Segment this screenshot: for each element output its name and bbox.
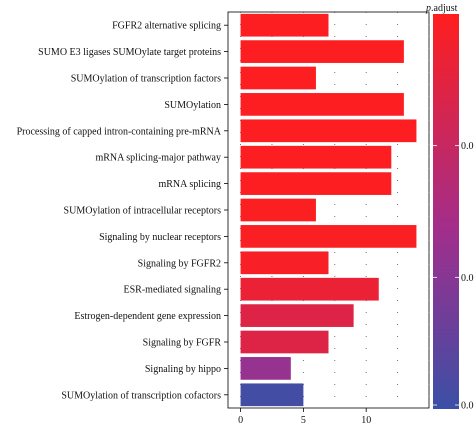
- x-tick-label: 5: [301, 415, 306, 426]
- bar: [240, 40, 404, 63]
- legend-tick-label: 0.003: [461, 401, 474, 412]
- bar: [240, 251, 329, 275]
- category-label: SUMOylation of transcription cofactors: [61, 390, 221, 401]
- legend-tick-label: 0.001: [461, 141, 474, 152]
- category-label: SUMOylation of transcription factors: [71, 74, 221, 85]
- category-label: Signaling by FGFR: [143, 338, 222, 349]
- category-label: SUMOylation: [164, 100, 221, 111]
- legend: p.adjust 0.001 0.002 0.003: [425, 3, 474, 412]
- bar: [240, 330, 329, 354]
- legend-colorbar: [433, 14, 459, 409]
- bar: [240, 13, 329, 37]
- bar-layer: [240, 13, 417, 407]
- category-label: Signaling by nuclear receptors: [99, 232, 221, 243]
- bar: [240, 145, 392, 169]
- bar: [240, 225, 417, 248]
- bar: [240, 383, 304, 407]
- bar: [240, 277, 379, 301]
- legend-tick-label: 0.002: [461, 273, 474, 284]
- bar: [240, 66, 316, 90]
- legend-title-rest: .adjust: [431, 3, 458, 14]
- category-label: Signaling by FGFR2: [138, 258, 221, 269]
- legend-title-italic: p: [425, 3, 431, 14]
- x-tick-label: 10: [361, 415, 371, 426]
- bar: [240, 172, 392, 195]
- x-axis: 0 5 10: [238, 408, 371, 426]
- category-label: Signaling by hippo: [145, 364, 221, 375]
- legend-title: p.adjust: [425, 3, 458, 14]
- category-label: FGFR2 alternative splicing: [112, 21, 221, 32]
- category-label: ESR-mediated signaling: [124, 285, 222, 296]
- category-label: SUMO E3 ligases SUMOylate target protein…: [38, 47, 221, 58]
- bar: [240, 93, 404, 116]
- category-label: Estrogen-dependent gene expression: [74, 311, 221, 322]
- category-labels: FGFR2 alternative splicing SUMO E3 ligase…: [17, 21, 228, 401]
- bar: [240, 357, 291, 380]
- bar: [240, 304, 354, 327]
- category-label: mRNA splicing: [158, 179, 221, 190]
- category-label: SUMOylation of intracellular receptors: [64, 206, 222, 217]
- x-tick-label: 0: [238, 415, 243, 426]
- category-label: Processing of capped intron-containing p…: [17, 126, 222, 137]
- bar: [240, 119, 417, 143]
- bar: [240, 198, 316, 222]
- category-label: mRNA splicing-major pathway: [95, 153, 221, 164]
